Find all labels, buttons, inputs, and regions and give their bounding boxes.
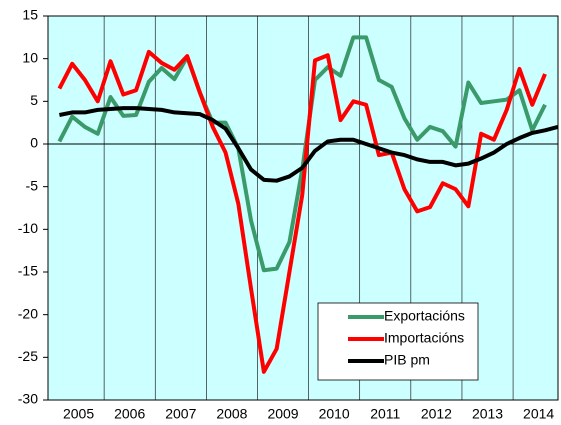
legend-box (317, 302, 479, 381)
x-tick-label: 2005 (63, 406, 94, 422)
x-tick-label: 2014 (523, 406, 554, 422)
y-tick-label: -30 (18, 391, 38, 407)
plot-area (48, 16, 558, 400)
y-tick-label: 15 (22, 7, 38, 23)
y-tick-label: 0 (30, 135, 38, 151)
x-tick-label: 2012 (421, 406, 452, 422)
legend-label: PIB pm (384, 352, 430, 368)
y-tick-label: -20 (18, 305, 38, 321)
y-tick-label: 10 (22, 49, 38, 65)
x-tick-label: 2013 (472, 406, 503, 422)
series-line (58, 106, 559, 183)
y-tick-label: 5 (30, 92, 38, 108)
legend-label: Exportacións (384, 308, 465, 324)
y-tick-label: -10 (18, 220, 38, 236)
x-tick-label: 2010 (319, 406, 350, 422)
plot-border (47, 15, 559, 401)
x-tick-label: 2009 (267, 406, 298, 422)
x-tick-label: 2011 (370, 406, 400, 422)
legend-label: Importacións (384, 330, 464, 346)
x-tick-label: 2008 (216, 406, 247, 422)
y-tick-label: -5 (26, 177, 39, 193)
y-tick-label: -15 (18, 263, 38, 279)
y-tick-label: -25 (18, 348, 38, 364)
series-line (57, 49, 547, 374)
x-tick-label: 2006 (114, 406, 145, 422)
x-tick-label: 2007 (165, 406, 196, 422)
